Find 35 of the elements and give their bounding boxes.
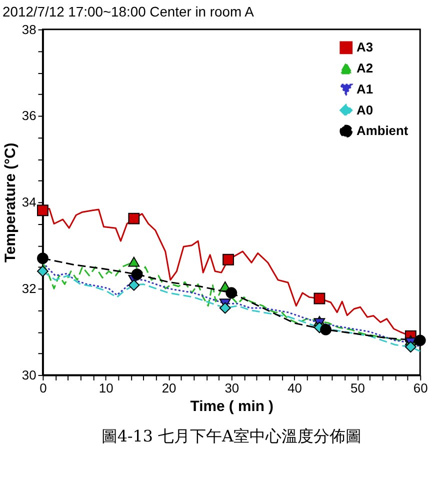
y-tick-label: 34 xyxy=(22,194,36,210)
point xyxy=(414,334,426,346)
y-tick-label: 38 xyxy=(22,22,36,37)
y-axis-title: Temperature (°C) xyxy=(2,142,19,263)
y-tick-label: 36 xyxy=(22,108,36,124)
point xyxy=(222,254,234,266)
legend-label: A2 xyxy=(356,60,374,76)
point xyxy=(128,256,140,267)
legend-label: A0 xyxy=(356,102,374,118)
y-tick-label: 32 xyxy=(22,281,36,296)
x-axis-title: Time ( min ) xyxy=(190,399,274,416)
point xyxy=(314,292,326,304)
x-tick-label: 10 xyxy=(98,380,114,396)
x-tick-label: 0 xyxy=(40,380,47,396)
x-tick-label: 20 xyxy=(162,380,176,396)
y-tick-label: 30 xyxy=(22,367,36,382)
legend-label: A3 xyxy=(356,40,374,55)
point xyxy=(128,279,140,291)
x-tick-label: 40 xyxy=(288,380,302,396)
x-tick-label: 50 xyxy=(350,380,365,396)
point xyxy=(131,268,143,280)
point xyxy=(226,287,238,299)
legend-label: Ambient xyxy=(356,123,409,138)
point xyxy=(404,341,416,353)
x-tick-label: 60 xyxy=(413,380,428,396)
point xyxy=(37,204,48,216)
point xyxy=(219,302,231,314)
x-tick-label: 30 xyxy=(224,380,240,396)
legend-label: A1 xyxy=(356,81,374,96)
point xyxy=(37,252,48,264)
point xyxy=(320,324,332,336)
point xyxy=(128,212,140,224)
caption: 圖4-13 七月下午A室中心溫度分佈圖 xyxy=(101,426,362,446)
point xyxy=(37,266,48,277)
chart-title: 2012/7/12 17:00~18:00 Center in room A xyxy=(2,3,255,20)
